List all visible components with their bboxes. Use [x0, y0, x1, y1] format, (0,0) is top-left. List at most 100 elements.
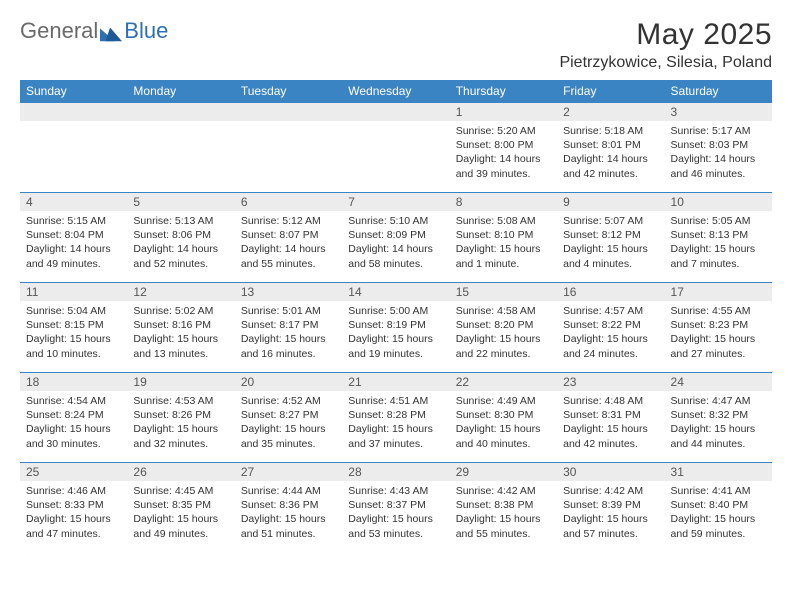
- sunrise-text: Sunrise: 4:46 AM: [26, 484, 121, 498]
- sunrise-text: Sunrise: 4:43 AM: [348, 484, 443, 498]
- day-number: 28: [342, 463, 449, 481]
- sunrise-text: Sunrise: 5:12 AM: [241, 214, 336, 228]
- sunrise-text: Sunrise: 4:57 AM: [563, 304, 658, 318]
- sunrise-text: Sunrise: 4:55 AM: [671, 304, 766, 318]
- day-details: Sunrise: 4:58 AMSunset: 8:20 PMDaylight:…: [450, 301, 557, 363]
- day-number: 4: [20, 193, 127, 211]
- sunset-text: Sunset: 8:23 PM: [671, 318, 766, 332]
- day-number: 1: [450, 103, 557, 121]
- day-details: Sunrise: 5:13 AMSunset: 8:06 PMDaylight:…: [127, 211, 234, 273]
- sunrise-text: Sunrise: 4:49 AM: [456, 394, 551, 408]
- day-number: 6: [235, 193, 342, 211]
- day-details: Sunrise: 4:47 AMSunset: 8:32 PMDaylight:…: [665, 391, 772, 453]
- day-number: 17: [665, 283, 772, 301]
- daylight-text: Daylight: 15 hours and 53 minutes.: [348, 512, 443, 540]
- day-number: 9: [557, 193, 664, 211]
- calendar-cell: 15Sunrise: 4:58 AMSunset: 8:20 PMDayligh…: [450, 283, 557, 373]
- sunrise-text: Sunrise: 5:01 AM: [241, 304, 336, 318]
- daylight-text: Daylight: 15 hours and 37 minutes.: [348, 422, 443, 450]
- sunrise-text: Sunrise: 5:17 AM: [671, 124, 766, 138]
- calendar-body: 1Sunrise: 5:20 AMSunset: 8:00 PMDaylight…: [20, 103, 772, 553]
- day-details: Sunrise: 5:01 AMSunset: 8:17 PMDaylight:…: [235, 301, 342, 363]
- sunset-text: Sunset: 8:26 PM: [133, 408, 228, 422]
- calendar-cell: [342, 103, 449, 193]
- sunset-text: Sunset: 8:06 PM: [133, 228, 228, 242]
- sunset-text: Sunset: 8:20 PM: [456, 318, 551, 332]
- daylight-text: Daylight: 15 hours and 16 minutes.: [241, 332, 336, 360]
- calendar-cell: [235, 103, 342, 193]
- calendar-cell: 22Sunrise: 4:49 AMSunset: 8:30 PMDayligh…: [450, 373, 557, 463]
- sunset-text: Sunset: 8:09 PM: [348, 228, 443, 242]
- daylight-text: Daylight: 15 hours and 4 minutes.: [563, 242, 658, 270]
- day-number: 31: [665, 463, 772, 481]
- day-number: 26: [127, 463, 234, 481]
- sunset-text: Sunset: 8:35 PM: [133, 498, 228, 512]
- day-number: 15: [450, 283, 557, 301]
- day-number: 16: [557, 283, 664, 301]
- day-details: Sunrise: 4:42 AMSunset: 8:39 PMDaylight:…: [557, 481, 664, 543]
- calendar-week-row: 4Sunrise: 5:15 AMSunset: 8:04 PMDaylight…: [20, 193, 772, 283]
- day-number: [20, 103, 127, 121]
- logo-text-general: General: [20, 18, 98, 44]
- calendar-cell: 18Sunrise: 4:54 AMSunset: 8:24 PMDayligh…: [20, 373, 127, 463]
- calendar-cell: 5Sunrise: 5:13 AMSunset: 8:06 PMDaylight…: [127, 193, 234, 283]
- calendar-cell: 7Sunrise: 5:10 AMSunset: 8:09 PMDaylight…: [342, 193, 449, 283]
- calendar-cell: 24Sunrise: 4:47 AMSunset: 8:32 PMDayligh…: [665, 373, 772, 463]
- calendar-cell: 8Sunrise: 5:08 AMSunset: 8:10 PMDaylight…: [450, 193, 557, 283]
- day-details: Sunrise: 5:10 AMSunset: 8:09 PMDaylight:…: [342, 211, 449, 273]
- day-number: 23: [557, 373, 664, 391]
- sunrise-text: Sunrise: 4:45 AM: [133, 484, 228, 498]
- sunrise-text: Sunrise: 4:58 AM: [456, 304, 551, 318]
- day-details: Sunrise: 4:41 AMSunset: 8:40 PMDaylight:…: [665, 481, 772, 543]
- calendar-week-row: 11Sunrise: 5:04 AMSunset: 8:15 PMDayligh…: [20, 283, 772, 373]
- day-number: 22: [450, 373, 557, 391]
- sunset-text: Sunset: 8:28 PM: [348, 408, 443, 422]
- day-details: Sunrise: 5:00 AMSunset: 8:19 PMDaylight:…: [342, 301, 449, 363]
- daylight-text: Daylight: 15 hours and 7 minutes.: [671, 242, 766, 270]
- calendar-cell: 21Sunrise: 4:51 AMSunset: 8:28 PMDayligh…: [342, 373, 449, 463]
- daylight-text: Daylight: 15 hours and 51 minutes.: [241, 512, 336, 540]
- sunrise-text: Sunrise: 4:47 AM: [671, 394, 766, 408]
- day-number: 20: [235, 373, 342, 391]
- sunrise-text: Sunrise: 4:54 AM: [26, 394, 121, 408]
- daylight-text: Daylight: 15 hours and 35 minutes.: [241, 422, 336, 450]
- day-number: [342, 103, 449, 121]
- weekday-header: Monday: [127, 80, 234, 103]
- sunset-text: Sunset: 8:07 PM: [241, 228, 336, 242]
- calendar-cell: 17Sunrise: 4:55 AMSunset: 8:23 PMDayligh…: [665, 283, 772, 373]
- daylight-text: Daylight: 15 hours and 59 minutes.: [671, 512, 766, 540]
- weekday-header-row: Sunday Monday Tuesday Wednesday Thursday…: [20, 80, 772, 103]
- sunrise-text: Sunrise: 5:13 AM: [133, 214, 228, 228]
- day-details: Sunrise: 5:12 AMSunset: 8:07 PMDaylight:…: [235, 211, 342, 273]
- day-details: Sunrise: 5:15 AMSunset: 8:04 PMDaylight:…: [20, 211, 127, 273]
- sunrise-text: Sunrise: 4:52 AM: [241, 394, 336, 408]
- day-details: Sunrise: 5:04 AMSunset: 8:15 PMDaylight:…: [20, 301, 127, 363]
- calendar-cell: 6Sunrise: 5:12 AMSunset: 8:07 PMDaylight…: [235, 193, 342, 283]
- day-details: Sunrise: 5:02 AMSunset: 8:16 PMDaylight:…: [127, 301, 234, 363]
- sunset-text: Sunset: 8:33 PM: [26, 498, 121, 512]
- sunset-text: Sunset: 8:13 PM: [671, 228, 766, 242]
- daylight-text: Daylight: 15 hours and 22 minutes.: [456, 332, 551, 360]
- day-details: Sunrise: 4:48 AMSunset: 8:31 PMDaylight:…: [557, 391, 664, 453]
- calendar-cell: 16Sunrise: 4:57 AMSunset: 8:22 PMDayligh…: [557, 283, 664, 373]
- sunset-text: Sunset: 8:19 PM: [348, 318, 443, 332]
- daylight-text: Daylight: 15 hours and 57 minutes.: [563, 512, 658, 540]
- day-details: Sunrise: 4:52 AMSunset: 8:27 PMDaylight:…: [235, 391, 342, 453]
- calendar-cell: 14Sunrise: 5:00 AMSunset: 8:19 PMDayligh…: [342, 283, 449, 373]
- calendar-cell: 29Sunrise: 4:42 AMSunset: 8:38 PMDayligh…: [450, 463, 557, 553]
- sunrise-text: Sunrise: 5:10 AM: [348, 214, 443, 228]
- sunset-text: Sunset: 8:03 PM: [671, 138, 766, 152]
- calendar-cell: 10Sunrise: 5:05 AMSunset: 8:13 PMDayligh…: [665, 193, 772, 283]
- day-number: 10: [665, 193, 772, 211]
- weekday-header: Sunday: [20, 80, 127, 103]
- day-number: 21: [342, 373, 449, 391]
- day-details: Sunrise: 4:45 AMSunset: 8:35 PMDaylight:…: [127, 481, 234, 543]
- calendar-week-row: 1Sunrise: 5:20 AMSunset: 8:00 PMDaylight…: [20, 103, 772, 193]
- day-number: 25: [20, 463, 127, 481]
- daylight-text: Daylight: 14 hours and 55 minutes.: [241, 242, 336, 270]
- calendar-cell: 31Sunrise: 4:41 AMSunset: 8:40 PMDayligh…: [665, 463, 772, 553]
- day-details: Sunrise: 4:57 AMSunset: 8:22 PMDaylight:…: [557, 301, 664, 363]
- sunset-text: Sunset: 8:12 PM: [563, 228, 658, 242]
- sunrise-text: Sunrise: 5:07 AM: [563, 214, 658, 228]
- day-number: 8: [450, 193, 557, 211]
